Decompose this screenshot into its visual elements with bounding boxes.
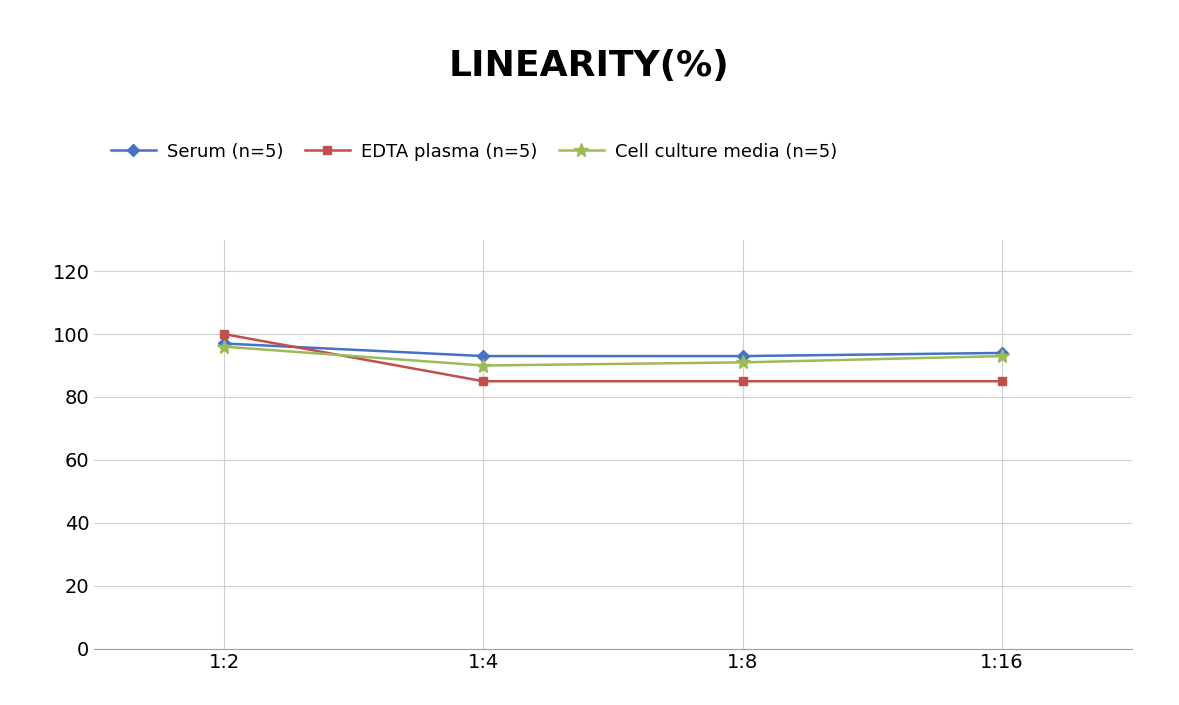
Text: LINEARITY(%): LINEARITY(%) [449, 49, 730, 83]
EDTA plasma (n=5) [217, 330, 231, 338]
EDTA plasma (n=5) [476, 377, 490, 386]
EDTA plasma (n=5) [736, 377, 750, 386]
Serum (n=5) [736, 352, 750, 360]
Cell culture media (n=5) [476, 361, 490, 369]
Cell culture media (n=5) [995, 352, 1009, 360]
Legend: Serum (n=5), EDTA plasma (n=5), Cell culture media (n=5): Serum (n=5), EDTA plasma (n=5), Cell cul… [104, 136, 844, 168]
Cell culture media (n=5) [217, 343, 231, 351]
Line: Cell culture media (n=5): Cell culture media (n=5) [217, 340, 1009, 372]
Line: Serum (n=5): Serum (n=5) [219, 339, 1007, 360]
Serum (n=5) [217, 339, 231, 348]
Serum (n=5) [476, 352, 490, 360]
Cell culture media (n=5) [736, 358, 750, 367]
Serum (n=5) [995, 349, 1009, 357]
Line: EDTA plasma (n=5): EDTA plasma (n=5) [219, 330, 1007, 386]
EDTA plasma (n=5) [995, 377, 1009, 386]
